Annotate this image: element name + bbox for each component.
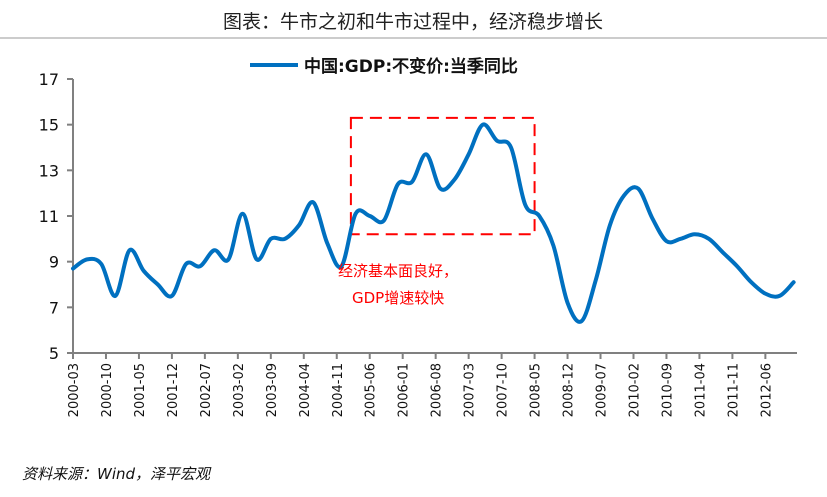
x-tick-label: 2010-02 [627,363,642,417]
x-tick-label: 2011-04 [693,363,708,417]
source-note: 资料来源：Wind，泽平宏观 [22,465,212,483]
series-line-gdp [71,122,796,324]
x-tick-labels: 2000-03 2000-10 2001-05 2001-12 2002-07 2003-… [67,363,774,417]
x-tick-label: 2010-09 [660,363,675,417]
chart-title: 图表：牛市之初和牛市过程中，经济稳步增长 [223,11,603,33]
annotation-line1: 经济基本面良好， [338,262,458,280]
y-tick-label: 17 [39,70,59,89]
x-tick-label: 2003-09 [265,363,280,417]
highlight-box [349,116,536,236]
x-tick-label: 2006-08 [430,363,445,417]
x-tick-label: 2009-07 [595,363,610,417]
x-tick-label: 2001-05 [133,363,148,417]
annotation-line2: GDP增速较快 [352,289,444,307]
legend-label: 中国:GDP:不变价:当季同比 [304,56,518,77]
x-tick-label: 2007-03 [463,363,478,417]
axes [67,78,797,359]
legend: 中国:GDP:不变价:当季同比 [250,56,518,77]
y-tick-label: 13 [39,161,59,180]
y-tick-label: 9 [49,253,59,272]
x-tick-label: 2003-02 [232,363,247,417]
x-tick-label: 2007-10 [496,363,511,417]
x-tick-label: 2000-03 [67,363,82,417]
y-tick-label: 5 [49,344,59,363]
data-points [72,124,794,322]
x-tick-label: 2011-11 [726,363,741,417]
y-tick-label: 15 [39,116,59,135]
x-tick-label: 2006-01 [397,363,412,417]
x-tick-label: 2012-06 [759,363,774,417]
x-tick-label: 2001-12 [166,363,181,417]
y-tick-label: 7 [49,298,59,317]
x-tick-label: 2004-11 [331,363,346,417]
x-tick-label: 2008-05 [529,363,544,417]
y-tick-labels: 5 7 9 11 13 15 17 [39,70,59,363]
x-tick-label: 2005-06 [364,363,379,417]
x-tick-label: 2008-12 [562,363,577,417]
x-tick-label: 2004-04 [298,363,313,417]
x-tick-label: 2002-07 [199,363,214,417]
x-tick-label: 2000-10 [100,363,115,417]
y-tick-label: 11 [39,207,59,226]
